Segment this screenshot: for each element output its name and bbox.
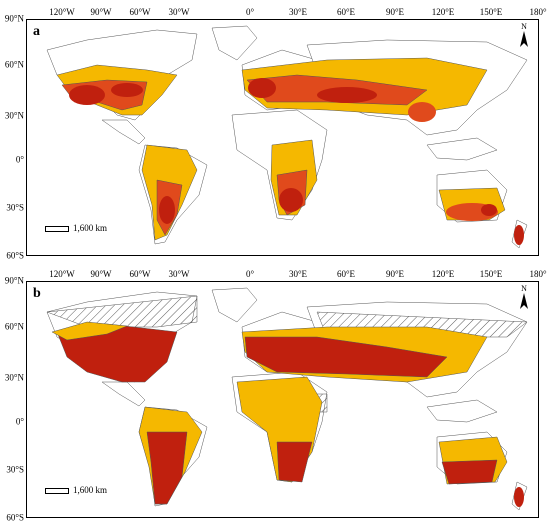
longitude-label: 90°W — [90, 7, 112, 17]
map-frame: a N 1,600 km — [26, 19, 539, 256]
risk-high-southern-africa — [279, 188, 303, 212]
longitude-label: 150°E — [479, 7, 503, 17]
latitude-label: 30°S — [6, 202, 24, 213]
world-map-a — [46, 25, 528, 249]
scale-label: 1,600 km — [73, 485, 108, 495]
longitude-label: 120°E — [431, 7, 455, 17]
latitude-label: 30°N — [4, 110, 24, 121]
southeast-asia-islands — [426, 137, 498, 161]
map-frame: b N 1,600 km — [26, 281, 539, 518]
latitude-label: 60°N — [4, 59, 24, 70]
central-america — [101, 119, 146, 145]
longitude-label: 120°E — [431, 269, 455, 279]
latitude-label: 60°S — [6, 250, 24, 261]
risk-high-nz — [514, 225, 524, 245]
latitude-label: 0° — [15, 416, 24, 427]
map-panel-a: a N 1,600 km 120°W 90°W 60°W 30°W 0° 30°E 60°E… — [4, 7, 547, 261]
risk-high-australia — [481, 204, 497, 216]
risk-high-sa — [159, 196, 175, 224]
north-arrow-icon: N — [516, 285, 532, 311]
longitude-label: 90°W — [90, 269, 112, 279]
longitude-label: 30°E — [288, 7, 308, 17]
latitude-label: 60°S — [6, 512, 24, 523]
longitude-label: 120°W — [49, 7, 75, 17]
risk-medium-china — [408, 102, 436, 122]
longitude-label: 90°E — [385, 269, 405, 279]
latitude-label: 90°N — [4, 13, 24, 24]
risk-high-nz — [514, 487, 524, 507]
longitude-label: 150°E — [479, 269, 503, 279]
risk-high-na — [56, 323, 178, 383]
longitude-label: 30°W — [168, 7, 190, 17]
longitude-label: 30°W — [168, 269, 190, 279]
longitude-label: 0° — [245, 269, 255, 279]
risk-high-na-west — [69, 85, 105, 105]
central-america — [101, 381, 146, 407]
longitude-label: 0° — [245, 7, 255, 17]
north-label: N — [521, 22, 527, 31]
greenland — [211, 287, 258, 323]
risk-high-central-asia — [317, 87, 377, 103]
risk-high-southern-africa — [276, 441, 313, 483]
longitude-label: 60°E — [336, 269, 356, 279]
longitude-label: 60°W — [129, 269, 151, 279]
longitude-label: 180° — [529, 269, 547, 279]
risk-high-europe — [248, 78, 276, 98]
risk-low-na-north — [51, 321, 128, 341]
risk-high-na-east — [111, 83, 143, 97]
world-map-b — [46, 287, 528, 511]
north-arrow-icon: N — [516, 23, 532, 49]
longitude-label: 60°E — [336, 7, 356, 17]
risk-high-australia — [441, 459, 498, 485]
scale-label: 1,600 km — [73, 223, 108, 233]
longitude-label: 180° — [529, 7, 547, 17]
latitude-label: 30°S — [6, 464, 24, 475]
panel-letter: a — [33, 24, 40, 39]
panel-letter: b — [33, 286, 41, 301]
risk-high-sa — [146, 431, 188, 505]
latitude-label: 90°N — [4, 275, 24, 286]
latitude-label: 30°N — [4, 372, 24, 383]
longitude-label: 90°E — [385, 7, 405, 17]
longitude-label: 120°W — [49, 269, 75, 279]
latitude-label: 0° — [15, 154, 24, 165]
risk-high-eurasia — [244, 336, 448, 378]
greenland — [211, 25, 258, 61]
map-panel-b: b N 1,600 km 120°W 90°W 60°W 30°W 0° 30°E 60°E… — [0, 262, 550, 524]
southeast-asia-islands — [426, 399, 498, 423]
longitude-label: 60°W — [129, 7, 151, 17]
latitude-label: 60°N — [4, 321, 24, 332]
north-label: N — [521, 284, 527, 293]
longitude-label: 30°E — [288, 269, 308, 279]
